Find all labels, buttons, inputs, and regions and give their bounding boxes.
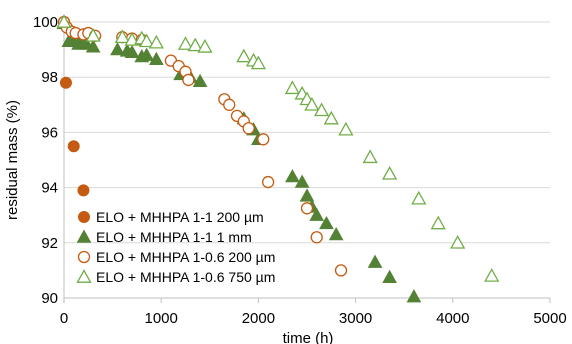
- y-tick-label: 90: [41, 290, 58, 307]
- data-point: [261, 175, 275, 189]
- data-point: [85, 39, 101, 53]
- legend-marker: [78, 211, 90, 223]
- legend-label: ELO + MHHPA 1-1 200 µm: [96, 209, 264, 225]
- data-point: [242, 122, 255, 135]
- data-point: [313, 102, 330, 117]
- legend-marker: [76, 269, 92, 283]
- data-point: [411, 190, 427, 205]
- data-point: [285, 169, 300, 183]
- data-point: [139, 47, 154, 61]
- data-point: [319, 215, 334, 230]
- data-point: [59, 76, 72, 89]
- legend-label: ELO + MHHPA 1-0.6 200 µm: [96, 249, 275, 265]
- y-tick-label: 92: [41, 235, 58, 252]
- data-point: [236, 48, 252, 63]
- grid-lines: [64, 21, 550, 244]
- data-point: [382, 165, 398, 180]
- data-point: [223, 98, 236, 111]
- data-point: [304, 96, 320, 111]
- data-point: [124, 32, 140, 46]
- y-tick-label: 98: [41, 69, 58, 86]
- data-point: [284, 80, 301, 95]
- series-4: [56, 14, 500, 282]
- data-point: [323, 110, 339, 125]
- y-axis-title: residual mass (%): [4, 100, 21, 220]
- data-point: [192, 73, 208, 88]
- x-tick-label: 2000: [242, 310, 275, 327]
- data-point: [187, 37, 203, 52]
- data-point: [177, 36, 194, 50]
- data-point: [300, 202, 314, 215]
- data-point: [148, 51, 164, 65]
- data-point: [294, 174, 310, 188]
- data-point: [362, 149, 378, 164]
- data-point: [406, 289, 422, 303]
- legend-label: ELO + MHHPA 1-0.6 750 µm: [96, 269, 275, 285]
- y-tick-label: 100: [33, 14, 58, 31]
- y-tick-label: 94: [41, 180, 58, 197]
- data-point: [114, 29, 130, 44]
- data-point: [148, 34, 164, 49]
- data-point: [139, 33, 155, 48]
- axes: [63, 22, 551, 303]
- data-point: [197, 39, 213, 53]
- data-point: [430, 215, 446, 230]
- data-point: [334, 264, 348, 277]
- x-tick-label: 1000: [145, 310, 178, 327]
- data-point: [484, 268, 500, 282]
- x-tick-label: 3000: [339, 310, 372, 327]
- data-point: [250, 55, 267, 70]
- data-series: [56, 14, 500, 303]
- data-point: [450, 234, 466, 249]
- legend-label: ELO + MHHPA 1-1 1 mm: [96, 229, 252, 245]
- data-point: [338, 121, 354, 136]
- x-tick-label: 5000: [533, 310, 566, 327]
- data-point: [124, 44, 140, 59]
- data-point: [257, 133, 270, 146]
- x-tick-label: 0: [60, 310, 68, 327]
- data-point: [182, 73, 195, 87]
- x-tick-label: 4000: [436, 310, 469, 327]
- y-tick-label: 96: [41, 124, 58, 141]
- data-point: [77, 184, 90, 197]
- data-point: [310, 231, 323, 244]
- series-2: [56, 15, 422, 303]
- data-point: [85, 27, 101, 42]
- legend-marker: [76, 229, 92, 243]
- legend: ELO + MHHPA 1-1 200 µm ELO + MHHPA 1-1 1 …: [76, 209, 275, 285]
- data-point: [367, 254, 383, 268]
- x-axis-title: time (h): [283, 330, 334, 344]
- data-point: [56, 14, 72, 28]
- data-point: [110, 42, 125, 56]
- data-point: [309, 207, 325, 221]
- legend-marker: [77, 250, 91, 264]
- data-point: [328, 226, 344, 241]
- data-point: [299, 188, 315, 202]
- data-point: [67, 140, 80, 153]
- data-point: [382, 269, 397, 283]
